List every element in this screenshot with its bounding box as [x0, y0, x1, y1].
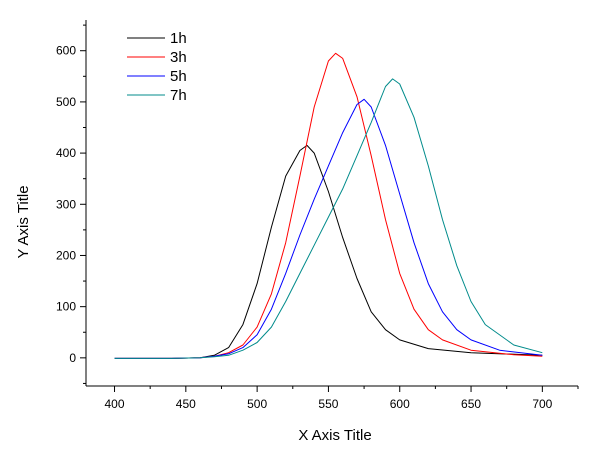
legend-label-7h: 7h	[170, 87, 187, 104]
y-tick-label: 0	[69, 351, 76, 365]
y-tick-label: 200	[56, 248, 76, 262]
x-tick-label: 450	[176, 397, 196, 411]
legend-label-1h: 1h	[170, 30, 187, 47]
y-tick-label: 400	[56, 146, 76, 160]
y-tick-label: 600	[56, 44, 76, 58]
axes: 400 450 500 550 600 650 700 0 100 200 300 400 500 600	[56, 20, 579, 411]
x-tick-label: 700	[532, 397, 552, 411]
x-tick-label: 650	[461, 397, 481, 411]
x-tick-label: 550	[318, 397, 338, 411]
legend-label-3h: 3h	[170, 49, 187, 66]
y-axis-title: Y Axis Title	[15, 185, 32, 258]
x-tick-label: 400	[105, 397, 125, 411]
series-line-1h	[114, 144, 543, 359]
y-tick-label: 500	[56, 95, 76, 109]
series-line-7h	[114, 78, 543, 359]
legend-label-5h: 5h	[170, 68, 187, 85]
series-line-3h	[114, 52, 543, 359]
legend: 1h 3h 5h 7h	[127, 30, 187, 104]
x-tick-label: 600	[390, 397, 410, 411]
y-tick-label: 300	[56, 197, 76, 211]
y-tick-label: 100	[56, 300, 76, 314]
series-lines	[114, 52, 543, 359]
x-tick-label: 500	[247, 397, 267, 411]
series-line-5h	[114, 98, 543, 359]
x-axis-title: X Axis Title	[298, 427, 371, 444]
